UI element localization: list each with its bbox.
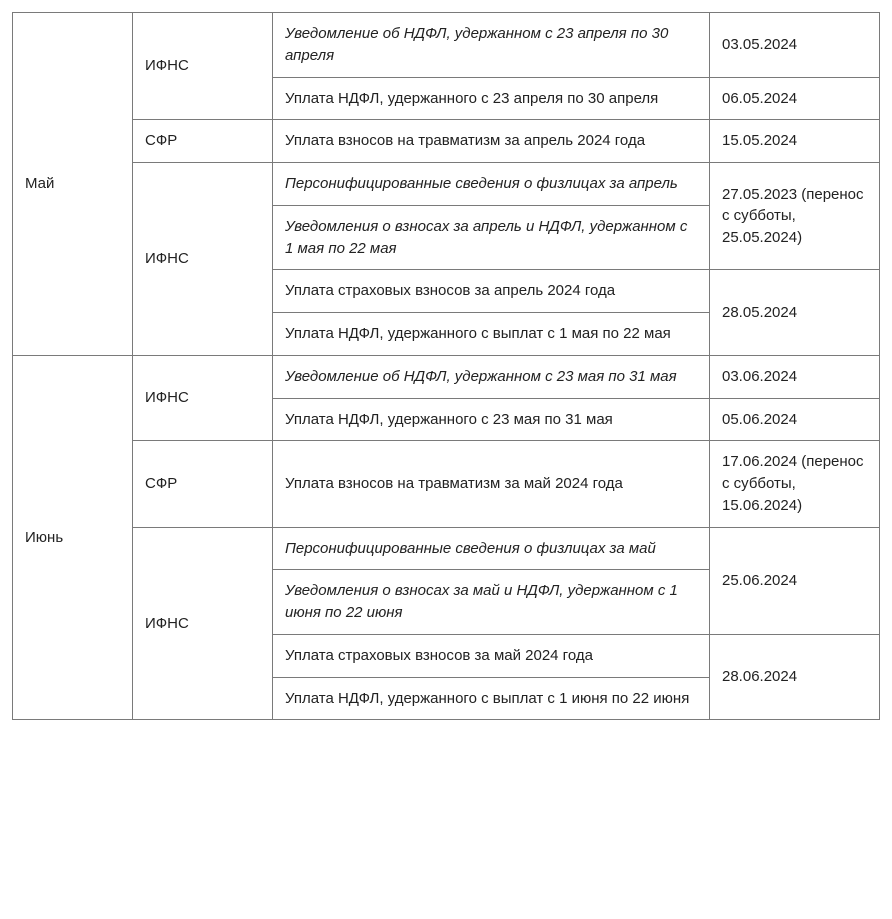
date-cell: 28.06.2024 [710,634,880,720]
agency-cell: ИФНС [133,163,273,356]
table-row: ИюньИФНСУведомление об НДФЛ, удержанном … [13,355,880,398]
description-cell: Уплата НДФЛ, удержанного с 23 мая по 31 … [273,398,710,441]
table-row: ИФНСПерсонифицированные сведения о физли… [13,527,880,570]
month-cell: Июнь [13,355,133,720]
description-cell: Уведомление об НДФЛ, удержанном с 23 апр… [273,13,710,78]
description-cell: Уплата страховых взносов за май 2024 год… [273,634,710,677]
description-cell: Уведомления о взносах за май и НДФЛ, уде… [273,570,710,635]
date-cell: 03.06.2024 [710,355,880,398]
agency-cell: СФР [133,120,273,163]
date-cell: 27.05.2023 (перенос с субботы, 25.05.202… [710,163,880,270]
description-cell: Уплата НДФЛ, удержанного с 23 апреля по … [273,77,710,120]
description-cell: Уведомление об НДФЛ, удержанном с 23 мая… [273,355,710,398]
table-row: СФРУплата взносов на травматизм за май 2… [13,441,880,527]
agency-cell: ИФНС [133,355,273,441]
description-cell: Уплата страховых взносов за апрель 2024 … [273,270,710,313]
month-cell: Май [13,13,133,356]
date-cell: 05.06.2024 [710,398,880,441]
table-row: МайИФНСУведомление об НДФЛ, удержанном с… [13,13,880,78]
date-cell: 28.05.2024 [710,270,880,356]
deadlines-table: МайИФНСУведомление об НДФЛ, удержанном с… [12,12,880,720]
description-cell: Персонифицированные сведения о физлицах … [273,163,710,206]
description-cell: Уплата взносов на травматизм за май 2024… [273,441,710,527]
agency-cell: ИФНС [133,13,273,120]
date-cell: 06.05.2024 [710,77,880,120]
agency-cell: СФР [133,441,273,527]
date-cell: 17.06.2024 (перенос с субботы, 15.06.202… [710,441,880,527]
table-row: СФРУплата взносов на травматизм за апрел… [13,120,880,163]
date-cell: 03.05.2024 [710,13,880,78]
description-cell: Уплата НДФЛ, удержанного с выплат с 1 ма… [273,313,710,356]
description-cell: Уведомления о взносах за апрель и НДФЛ, … [273,205,710,270]
description-cell: Уплата взносов на травматизм за апрель 2… [273,120,710,163]
description-cell: Уплата НДФЛ, удержанного с выплат с 1 ию… [273,677,710,720]
date-cell: 25.06.2024 [710,527,880,634]
description-cell: Персонифицированные сведения о физлицах … [273,527,710,570]
table-row: ИФНСПерсонифицированные сведения о физли… [13,163,880,206]
agency-cell: ИФНС [133,527,273,720]
date-cell: 15.05.2024 [710,120,880,163]
